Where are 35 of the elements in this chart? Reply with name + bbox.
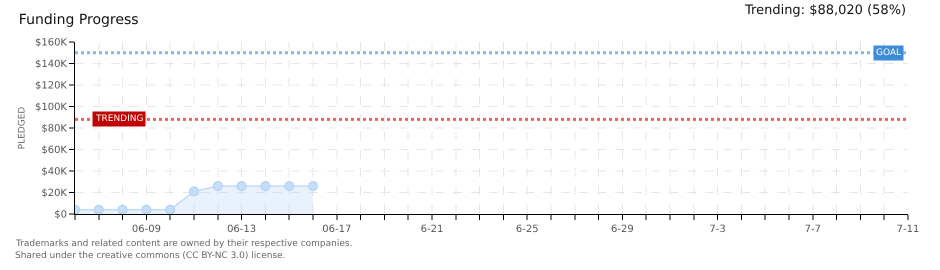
point bbox=[141, 204, 152, 214]
y-axis-title: PLEDGED bbox=[17, 106, 28, 150]
y-tick-label: $20K bbox=[41, 188, 68, 199]
y-tick-label: $60K bbox=[41, 145, 68, 156]
x-tick-label: 06-13 bbox=[227, 224, 256, 235]
x-tick-label: 7-7 bbox=[804, 224, 821, 235]
y-tick-label: $100K bbox=[34, 102, 68, 113]
y-tick-label: $80K bbox=[41, 124, 68, 134]
ref-line-label: GOAL bbox=[876, 48, 902, 58]
y-tick-label: $140K bbox=[34, 59, 68, 70]
point bbox=[165, 204, 176, 214]
text: Trending: $88,020 (58%) bbox=[744, 3, 906, 18]
x-tick-label: 06-09 bbox=[132, 224, 161, 235]
x-tick-label: 6-21 bbox=[420, 224, 444, 235]
point bbox=[308, 181, 318, 192]
ref-line-label: TRENDING bbox=[95, 114, 144, 124]
y-tick-label: $0 bbox=[54, 210, 67, 220]
text: Trademarks and related content are owned by their respective companies. bbox=[15, 239, 352, 249]
point bbox=[260, 181, 270, 192]
point bbox=[236, 181, 247, 192]
point bbox=[94, 204, 104, 214]
y-tick-label: $40K bbox=[41, 166, 68, 178]
x-tick-label: 06-17 bbox=[322, 224, 352, 235]
x-tick-label: 6-29 bbox=[611, 224, 634, 235]
x-tick-label: 7-11 bbox=[896, 224, 920, 235]
x-tick-label: 6-25 bbox=[516, 224, 539, 235]
point bbox=[212, 181, 223, 192]
y-tick-label: $160K bbox=[34, 38, 68, 48]
y-tick-label: $120K bbox=[34, 80, 68, 92]
point bbox=[189, 186, 199, 196]
text: Shared under the creative commons (CC BY-NC 3.0) license. bbox=[15, 251, 286, 261]
x-tick-label: 7-3 bbox=[709, 224, 726, 235]
point bbox=[118, 204, 128, 214]
chart-title: Funding Progress bbox=[18, 12, 139, 28]
point bbox=[284, 181, 294, 192]
